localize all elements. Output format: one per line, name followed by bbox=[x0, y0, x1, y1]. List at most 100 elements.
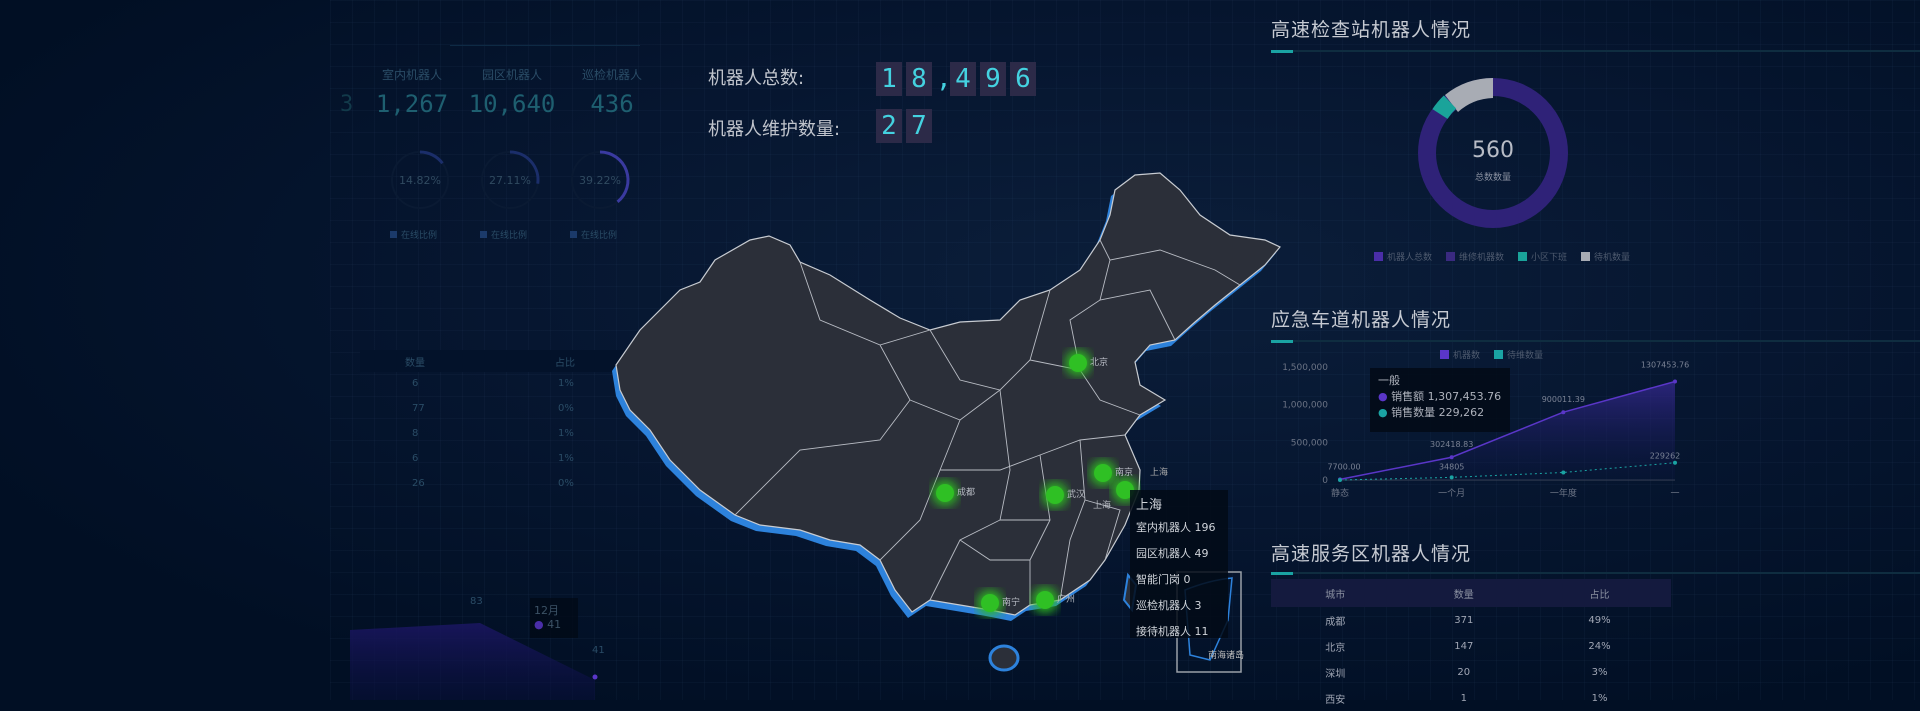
legend-swatch-icon bbox=[1446, 252, 1456, 261]
data-point[interactable] bbox=[1449, 455, 1454, 460]
legend-swatch-icon bbox=[1518, 252, 1528, 261]
gauge-percent: 14.82% bbox=[399, 174, 441, 187]
city-marker-core[interactable] bbox=[981, 594, 999, 612]
table-cell: 北京 bbox=[1325, 642, 1346, 654]
city-marker-core[interactable] bbox=[936, 484, 954, 502]
stat-label: 巡检机器人 bbox=[581, 68, 642, 82]
legend-item[interactable]: 维修机器数 bbox=[1446, 250, 1504, 263]
table-row[interactable]: 北京 147 24% bbox=[1271, 633, 1671, 659]
city-marker-core[interactable] bbox=[1069, 354, 1087, 372]
data-point[interactable] bbox=[1673, 379, 1677, 384]
tooltip-line: 巡检机器人 3 bbox=[1136, 599, 1202, 612]
stat-value: 1,267 bbox=[375, 90, 449, 118]
gauge-arc bbox=[419, 150, 444, 165]
table-row[interactable]: 成都 371 49% bbox=[1271, 607, 1671, 633]
total-robots-label: 机器人总数: bbox=[708, 68, 805, 89]
chart-legend: 机器数 待维数量 bbox=[1440, 348, 1543, 361]
checkpoint-title: 高速检查站机器人情况 bbox=[1271, 19, 1472, 41]
data-point[interactable] bbox=[1338, 478, 1342, 482]
city-label: 北京 bbox=[1090, 358, 1109, 368]
city-label: 成都 bbox=[957, 488, 976, 498]
legend-label: 在线比例 bbox=[491, 231, 528, 241]
title-underline bbox=[1271, 572, 1920, 575]
point-label: 83 bbox=[470, 596, 483, 607]
area-series bbox=[350, 623, 595, 700]
partial-value: 3 bbox=[340, 92, 354, 117]
legend-swatch-icon bbox=[1374, 252, 1383, 261]
legend-swatch-icon bbox=[1494, 350, 1504, 359]
city-marker-core[interactable] bbox=[1116, 481, 1134, 499]
data-point[interactable] bbox=[1673, 460, 1677, 465]
column-header: 数量 bbox=[1453, 589, 1474, 601]
tooltip-title: 一般 bbox=[1378, 374, 1400, 387]
legend-item[interactable]: 机器人总数 bbox=[1374, 250, 1432, 263]
digit-box: 2 bbox=[876, 109, 902, 143]
title-underline bbox=[1271, 340, 1920, 343]
data-label: 34805 bbox=[1439, 462, 1464, 471]
title-underline bbox=[1271, 50, 1920, 53]
map-tooltip: 上海 室内机器人 196 园区机器人 49 智能门岗 0 巡检机器人 3 接待机器人 1… bbox=[1130, 490, 1228, 638]
service-title: 高速服务区机器人情况 bbox=[1271, 543, 1472, 565]
table-cell: 深圳 bbox=[1325, 668, 1346, 680]
legend-item[interactable]: 待维数量 bbox=[1494, 348, 1543, 361]
table-header: 城市 数量 占比 bbox=[1271, 579, 1671, 607]
gauge-arc bbox=[599, 150, 630, 203]
series-line bbox=[1339, 380, 1676, 481]
column-header: 城市 bbox=[1325, 589, 1346, 601]
table-cell: 49% bbox=[1588, 614, 1611, 626]
legend-item[interactable]: 小区下班 bbox=[1518, 250, 1567, 263]
table-cell: 成都 bbox=[1325, 616, 1346, 628]
y-tick-label: 1,000,000 bbox=[1282, 401, 1328, 411]
table-cell: 0% bbox=[558, 478, 574, 489]
table-cell: 371 bbox=[1454, 614, 1474, 626]
table-row[interactable]: 西安 1 1% bbox=[1271, 685, 1671, 711]
data-label: 900011.39 bbox=[1542, 395, 1585, 404]
table-cell: 26 bbox=[412, 478, 425, 489]
legend-item[interactable]: 机器数 bbox=[1440, 348, 1480, 361]
table-cell: 西安 bbox=[1325, 694, 1346, 706]
checkpoint-donut bbox=[1418, 77, 1568, 228]
stat-label: 室内机器人 bbox=[381, 68, 442, 82]
city-marker-core[interactable] bbox=[1036, 591, 1054, 609]
city-marker-core[interactable] bbox=[1094, 464, 1112, 482]
donut-segment-idle[interactable] bbox=[1445, 77, 1493, 112]
gauge-arc bbox=[509, 150, 540, 184]
province-borders bbox=[734, 239, 1241, 605]
legend-swatch-icon bbox=[570, 231, 577, 238]
legend-item[interactable]: 待机数量 bbox=[1581, 250, 1630, 263]
area-fill bbox=[1340, 381, 1675, 480]
series-dot-icon: ● bbox=[534, 618, 544, 631]
city-marker-core[interactable] bbox=[1046, 486, 1064, 504]
emergency-chart: 1,500,000 1,000,000 500,000 0静态 一个月 一年度 一 7700.… bbox=[1282, 361, 1689, 499]
inset-label: 南海诸岛 bbox=[1208, 651, 1245, 661]
table-cell: 1% bbox=[558, 428, 574, 439]
gauge-percent: 27.11% bbox=[489, 174, 531, 187]
table-header bbox=[360, 350, 640, 372]
china-outline[interactable] bbox=[615, 172, 1281, 616]
table-cell: 1% bbox=[558, 378, 574, 389]
legend-label: 机器人总数 bbox=[1387, 253, 1433, 263]
donut-segment-offline[interactable] bbox=[1432, 95, 1457, 120]
city-label: 南京 bbox=[1115, 468, 1134, 478]
data-point[interactable] bbox=[1561, 470, 1566, 475]
hainan[interactable] bbox=[988, 644, 1020, 672]
divider bbox=[450, 45, 640, 46]
area-chart bbox=[350, 623, 598, 700]
data-point[interactable] bbox=[1561, 410, 1566, 415]
column-header: 数量 bbox=[405, 358, 425, 369]
table-row[interactable]: 深圳 20 3% bbox=[1271, 659, 1671, 685]
city-markers bbox=[932, 350, 1138, 616]
x-tick-label: 静态 bbox=[1331, 487, 1349, 499]
table-cell: 1% bbox=[1591, 692, 1608, 704]
data-point[interactable] bbox=[1449, 475, 1454, 480]
series-dot-icon: ● bbox=[1378, 406, 1388, 419]
chart-tooltip: 一般 ● 销售额 1,307,453.76 ● 销售数量 229,262 bbox=[1370, 368, 1510, 432]
digit-box: 8 bbox=[906, 62, 932, 96]
tooltip-title: 上海 bbox=[1136, 498, 1163, 513]
table-cell: 20 bbox=[1457, 666, 1471, 678]
table-cell: 0% bbox=[558, 403, 574, 414]
tooltip-line: 销售额 1,307,453.76 bbox=[1391, 390, 1502, 403]
digit-separator: , bbox=[936, 64, 952, 94]
